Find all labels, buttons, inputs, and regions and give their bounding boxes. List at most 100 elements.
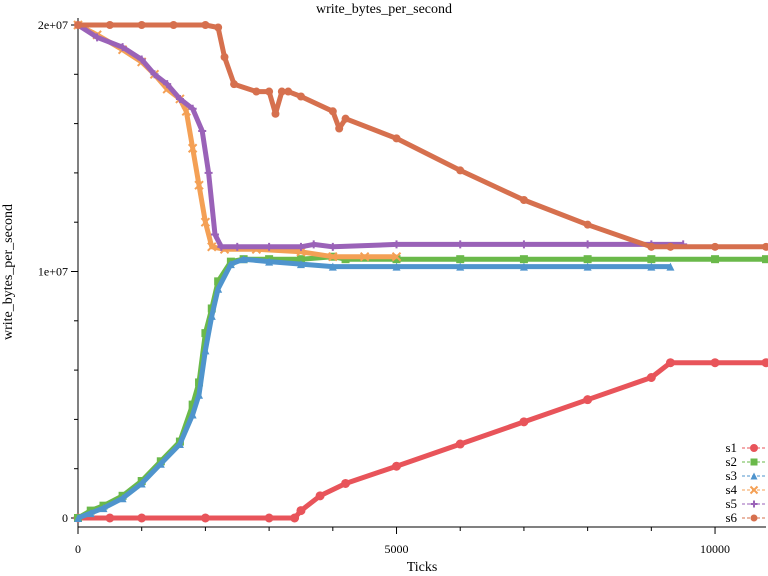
legend-label: s3 <box>725 468 737 483</box>
data-point-s3 <box>156 459 165 468</box>
legend-label: s5 <box>725 496 737 511</box>
series-s4 <box>73 20 402 262</box>
series-layer <box>73 20 768 523</box>
data-point-s4 <box>187 143 198 153</box>
data-point-s1 <box>646 372 656 382</box>
legend-marker <box>750 472 758 480</box>
chart-title: write_bytes_per_second <box>316 2 452 17</box>
legend-label: s6 <box>725 510 737 525</box>
data-point-s6 <box>230 80 239 89</box>
data-point-s6 <box>74 21 82 29</box>
legend-label: s4 <box>725 482 737 497</box>
y-axis-label: write_bytes_per_second <box>1 204 16 340</box>
data-point-s1 <box>296 506 306 516</box>
data-point-s6 <box>583 220 592 229</box>
data-point-s5 <box>328 242 337 251</box>
data-point-s3 <box>666 262 675 271</box>
data-point-s6 <box>392 134 401 143</box>
data-point-s5 <box>188 104 197 113</box>
series-line-s3 <box>77 256 671 521</box>
data-point-s4 <box>200 217 211 227</box>
series-s6 <box>74 21 768 251</box>
data-point-s1 <box>392 461 402 471</box>
data-point-s1 <box>710 358 720 368</box>
data-point-s3 <box>456 262 465 271</box>
data-point-s5 <box>233 242 242 251</box>
data-point-s1 <box>341 478 351 488</box>
data-point-s3 <box>392 262 401 271</box>
data-point-s1 <box>105 513 115 523</box>
data-point-s3 <box>296 260 305 269</box>
data-point-s3 <box>99 504 108 513</box>
legend-marker <box>750 444 758 452</box>
legend-marker <box>749 485 759 495</box>
data-point-s4 <box>207 242 217 252</box>
data-point-s5 <box>175 94 184 103</box>
data-point-s2 <box>519 255 528 264</box>
data-point-s6 <box>169 21 178 29</box>
data-point-s6 <box>647 242 656 251</box>
data-point-s2 <box>711 255 720 264</box>
data-point-s1 <box>200 513 210 523</box>
data-point-s6 <box>265 87 274 96</box>
data-point-s2 <box>762 255 768 264</box>
legend-marker <box>750 458 758 466</box>
series-s5 <box>74 21 688 251</box>
data-point-s6 <box>519 196 528 205</box>
data-point-s6 <box>762 242 768 251</box>
data-point-s1 <box>290 513 300 523</box>
data-point-s1 <box>519 417 529 427</box>
data-point-s1 <box>665 358 675 368</box>
data-point-s1 <box>761 358 768 368</box>
data-point-s3 <box>175 440 184 449</box>
legend-label: s1 <box>725 440 737 455</box>
data-point-s3 <box>328 262 337 271</box>
data-point-s6 <box>277 87 286 96</box>
data-point-s5 <box>583 240 592 249</box>
data-point-s6 <box>252 87 261 96</box>
series-line-s4 <box>76 22 397 260</box>
data-point-s3 <box>583 262 592 271</box>
data-point-s4 <box>194 180 204 190</box>
data-point-s5 <box>519 240 528 249</box>
axis-ticks: 0 1e+07 2e+07 0 5000 10000 <box>38 18 730 556</box>
series-s1 <box>73 358 768 523</box>
data-point-s2 <box>392 255 401 264</box>
data-point-s5 <box>150 70 159 79</box>
data-point-s1 <box>315 491 325 501</box>
data-point-s3 <box>74 514 82 522</box>
data-point-s6 <box>201 21 210 29</box>
data-point-s1 <box>264 513 274 523</box>
data-point-s3 <box>201 346 210 355</box>
data-point-s6 <box>666 242 675 251</box>
series-s3 <box>74 255 675 522</box>
data-point-s5 <box>296 242 305 251</box>
data-point-s6 <box>711 242 720 251</box>
data-point-s6 <box>341 114 350 123</box>
data-point-s3 <box>195 390 204 399</box>
x-tick-label: 5000 <box>385 542 409 556</box>
data-point-s2 <box>188 400 197 409</box>
data-point-s5 <box>93 33 102 42</box>
data-point-s4 <box>391 252 402 262</box>
data-point-s5 <box>204 168 213 177</box>
data-point-s3 <box>214 284 223 293</box>
data-point-s3 <box>137 479 146 488</box>
data-point-s3 <box>519 262 528 271</box>
data-point-s6 <box>456 166 465 175</box>
x-tick-label: 10000 <box>700 542 730 556</box>
data-point-s6 <box>328 107 337 116</box>
series-line-s5 <box>76 22 684 250</box>
data-point-s5 <box>210 230 219 239</box>
data-point-s3 <box>647 262 656 271</box>
data-point-s5 <box>309 240 318 249</box>
data-point-s5 <box>392 240 401 249</box>
data-point-s6 <box>105 21 114 29</box>
data-point-s1 <box>137 513 147 523</box>
data-point-s5 <box>137 55 146 64</box>
data-point-s2 <box>296 255 305 264</box>
x-tick-label: 0 <box>75 542 81 556</box>
x-axis-label: Ticks <box>407 560 438 575</box>
